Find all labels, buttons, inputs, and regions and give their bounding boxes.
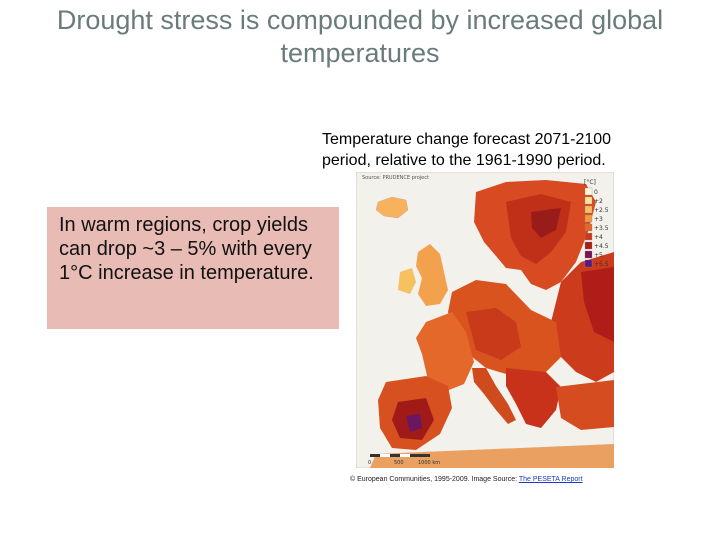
- map-source-label: Source: PRUDENCE project: [362, 175, 429, 181]
- scale-bar: 0 500 1000 km: [368, 454, 440, 466]
- scale-label-0: 0: [368, 460, 371, 466]
- peseta-report-link[interactable]: The PESETA Report: [518, 476, 583, 483]
- map-legend: [°C] 0 +2 +2.5 +3 +3.5 +4 +4.5 +5 +5.5: [584, 179, 609, 268]
- credit-text: © European Communities, 1995-2009. Image…: [350, 476, 519, 483]
- legend-label-7: +5: [594, 252, 603, 259]
- legend-swatch-5: [584, 232, 593, 241]
- legend-swatch-7: [584, 250, 593, 259]
- legend-label-5: +4: [594, 234, 603, 241]
- legend-label-0: 0: [594, 189, 598, 196]
- legend-label-2: +2.5: [594, 207, 609, 214]
- legend-label-1: +2: [594, 198, 603, 205]
- legend-swatch-8: [584, 259, 593, 268]
- callout-box: In warm regions, crop yields can drop ~3…: [47, 207, 339, 329]
- legend-swatch-0: [584, 187, 593, 196]
- legend-label-3: +3: [594, 216, 603, 223]
- legend-label-8: +5.5: [594, 261, 609, 268]
- legend-unit: [°C]: [584, 179, 596, 186]
- scale-label-500: 500: [394, 460, 404, 466]
- temperature-map: Source: PRUDENCE project [°C]: [355, 171, 615, 469]
- image-credit: © European Communities, 1995-2009. Image…: [350, 476, 583, 483]
- legend-swatch-2: [584, 205, 593, 214]
- legend-swatch-4: [584, 223, 593, 232]
- slide-title: Drought stress is compounded by increase…: [56, 5, 664, 68]
- legend-swatch-6: [584, 241, 593, 250]
- figure-caption: Temperature change forecast 2071-2100 pe…: [322, 131, 612, 169]
- legend-label-6: +4.5: [594, 243, 609, 250]
- legend-swatch-1: [584, 196, 593, 205]
- legend-swatch-3: [584, 214, 593, 223]
- legend-label-4: +3.5: [594, 225, 609, 232]
- scale-label-1000: 1000 km: [418, 460, 440, 466]
